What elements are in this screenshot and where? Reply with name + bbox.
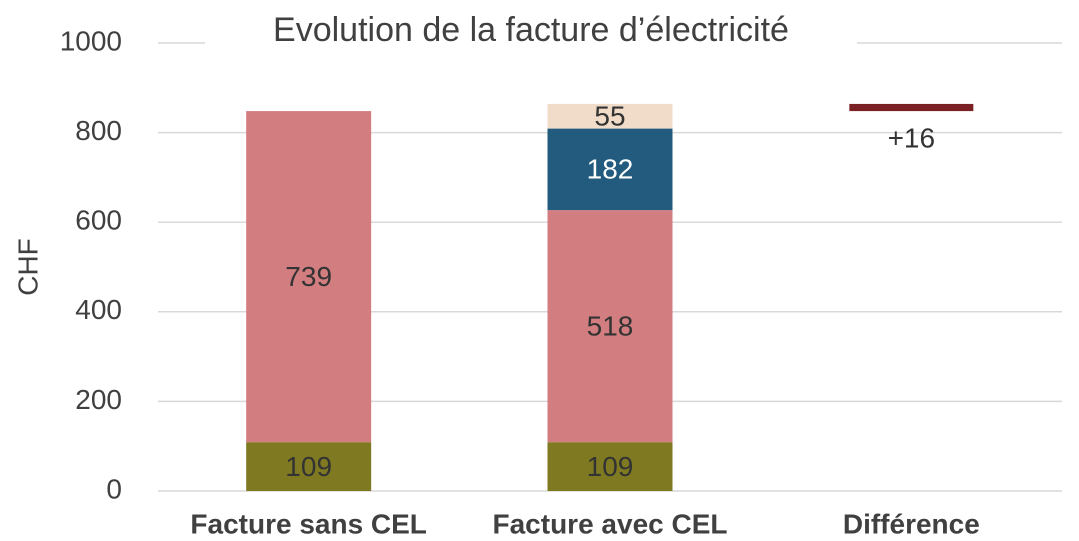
data-label: 55	[594, 101, 625, 132]
x-tick-label: Différence	[843, 508, 980, 539]
data-label: 518	[587, 311, 634, 342]
data-label: +16	[888, 122, 936, 153]
y-tick-label: 0	[106, 473, 122, 504]
y-tick-label: 800	[75, 115, 122, 146]
y-tick-label: 400	[75, 294, 122, 325]
bar-segment	[547, 103, 673, 129]
y-tick-label: 200	[75, 384, 122, 415]
bar-segment	[246, 442, 372, 491]
data-label: 109	[285, 451, 332, 482]
y-tick-label: 600	[75, 205, 122, 236]
data-label: 182	[587, 154, 634, 185]
data-label: 739	[285, 261, 332, 292]
bar-segment	[547, 442, 673, 491]
bar-segment	[547, 210, 673, 443]
difference-bar	[849, 103, 974, 112]
bar-segment	[547, 128, 673, 211]
title-background	[205, 10, 857, 56]
data-label: 109	[587, 451, 634, 482]
y-tick-label: 1000	[60, 25, 122, 56]
bar-segment	[246, 111, 372, 443]
x-tick-label: Facture sans CEL	[190, 508, 427, 539]
y-axis-label: CHF	[12, 238, 43, 296]
chart-title: Evolution de la facture d’électricité	[273, 11, 789, 49]
x-tick-label: Facture avec CEL	[493, 508, 728, 539]
